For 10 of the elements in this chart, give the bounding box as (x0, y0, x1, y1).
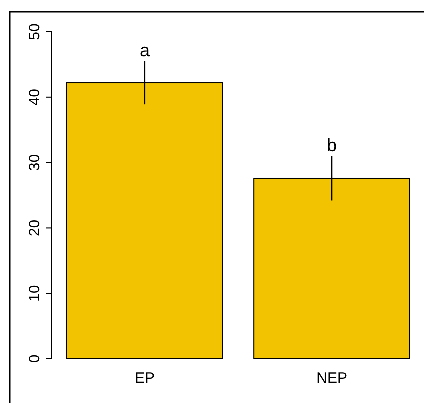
y-tick-label: 0 (26, 354, 44, 364)
x-tick-label: NEP (316, 370, 348, 387)
y-tick-label: 20 (26, 220, 44, 237)
y-tick-label: 10 (26, 285, 44, 302)
annotation: a (140, 40, 151, 60)
y-tick-label: 50 (26, 24, 44, 40)
x-tick-label: EP (134, 370, 155, 387)
annotation: b (327, 135, 338, 156)
y-tick-label: 40 (26, 89, 44, 106)
y-tick-label: 30 (26, 154, 44, 172)
